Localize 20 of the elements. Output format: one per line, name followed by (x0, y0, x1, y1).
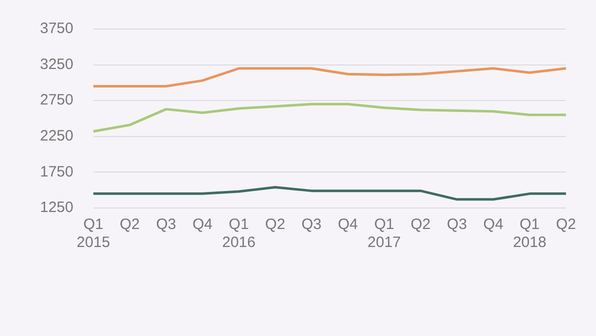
x-tick-label: Q3 (302, 216, 322, 234)
x-tick-label: Q1 2017 (368, 216, 401, 252)
x-tick-label: Q4 (192, 216, 212, 234)
y-tick-label: 1250 (40, 199, 74, 216)
y-tick-label: 2250 (40, 128, 74, 145)
y-tick-label: 3750 (40, 20, 74, 38)
y-tick-label: 3250 (40, 56, 74, 73)
x-tick-label: Q1 2015 (76, 216, 110, 252)
x-tick-label: Q2 (120, 216, 140, 234)
x-tick-label: Q3 (446, 216, 467, 234)
x-tick-label: Q3 (156, 216, 176, 234)
x-tick-label: Q2 (556, 216, 576, 234)
x-tick-label: Q1 2018 (512, 216, 546, 252)
x-tick-label: Q4 (338, 216, 358, 234)
y-tick-label: 1750 (40, 163, 74, 180)
x-tick-label: Q2 (265, 216, 286, 234)
x-tick-label: Q2 (410, 216, 431, 234)
y-tick-label: 2750 (40, 92, 74, 109)
x-tick-label: Q1 2016 (222, 216, 256, 252)
x-tick-label: Q4 (483, 216, 504, 234)
